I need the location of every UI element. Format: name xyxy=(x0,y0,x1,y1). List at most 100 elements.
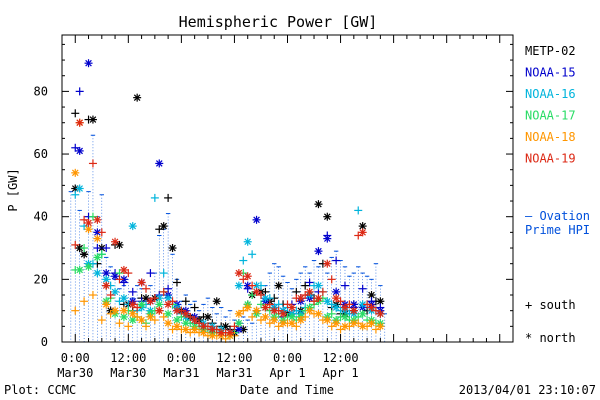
north-point xyxy=(155,306,164,315)
plot-credit: Plot: CCMC xyxy=(4,383,76,397)
north-point xyxy=(71,168,80,177)
north-point xyxy=(226,328,235,337)
north-point xyxy=(128,309,137,318)
south-point xyxy=(327,275,336,284)
x-tick-time: 0:00 xyxy=(167,351,196,365)
north-point xyxy=(208,325,217,334)
north-point xyxy=(261,303,270,312)
north-point xyxy=(323,259,332,268)
x-tick-date: Mar30 xyxy=(57,366,93,380)
y-tick-label: 0 xyxy=(41,335,48,349)
north-point xyxy=(93,215,102,224)
south-point xyxy=(155,225,164,234)
north-point xyxy=(190,316,199,325)
south-point xyxy=(88,291,97,300)
south-point xyxy=(305,278,314,287)
north-point xyxy=(137,316,146,325)
south-point xyxy=(248,291,257,300)
south-point xyxy=(150,294,159,303)
north-point xyxy=(102,281,111,290)
x-tick-time: 12:00 xyxy=(110,351,146,365)
north-point xyxy=(75,265,84,274)
north-point xyxy=(164,319,173,328)
south-point xyxy=(336,325,345,334)
north-point xyxy=(314,247,323,256)
north-point xyxy=(243,303,252,312)
south-point xyxy=(358,284,367,293)
north-point xyxy=(287,303,296,312)
north-point xyxy=(234,325,243,334)
south-point xyxy=(354,206,363,215)
x-tick-date: Apr 1 xyxy=(322,366,358,380)
north-point xyxy=(314,294,323,303)
north-point xyxy=(367,303,376,312)
south-point xyxy=(345,300,354,309)
x-tick-time: 0:00 xyxy=(61,351,90,365)
north-point xyxy=(128,300,137,309)
north-point xyxy=(93,253,102,262)
south-point xyxy=(327,300,336,309)
north-point xyxy=(358,228,367,237)
north-point xyxy=(296,294,305,303)
north-point xyxy=(119,275,128,284)
legend: METP-02 NOAA-15 NOAA-16 NOAA-17 NOAA-18 NOAA-… xyxy=(525,44,576,166)
south-point xyxy=(301,312,310,321)
north-point xyxy=(137,278,146,287)
north-point xyxy=(168,244,177,253)
north-point xyxy=(358,222,367,231)
series-noaa-15 xyxy=(71,59,385,337)
south-point xyxy=(265,300,274,309)
north-point xyxy=(279,319,288,328)
plot-frame xyxy=(61,34,514,343)
north-point xyxy=(270,316,279,325)
north-point xyxy=(340,322,349,331)
north-point xyxy=(349,319,358,328)
south-point xyxy=(71,190,80,199)
north-point xyxy=(274,281,283,290)
north-point xyxy=(84,59,93,68)
south-point xyxy=(106,309,115,318)
north-point xyxy=(128,222,137,231)
north-point xyxy=(279,309,288,318)
south-point xyxy=(371,306,380,315)
plot-timestamp: 2013/04/01 23:10:07 xyxy=(459,383,596,397)
south-point xyxy=(150,193,159,202)
south-point xyxy=(159,269,168,278)
north-point xyxy=(164,309,173,318)
south-point xyxy=(164,193,173,202)
ovation-legend-line1: — Ovation xyxy=(525,209,590,223)
north-point xyxy=(111,306,120,315)
north-point xyxy=(146,297,155,306)
south-point xyxy=(88,159,97,168)
south-point xyxy=(336,297,345,306)
south-point xyxy=(186,312,195,321)
y-axis-label: P [GW] xyxy=(6,168,20,211)
north-point xyxy=(234,269,243,278)
north-point xyxy=(252,306,261,315)
north-point xyxy=(296,316,305,325)
south-point xyxy=(150,316,159,325)
south-point xyxy=(97,228,106,237)
y-tick-label: 40 xyxy=(34,210,48,224)
north-point xyxy=(155,159,164,168)
north-point xyxy=(164,300,173,309)
north-point xyxy=(270,306,279,315)
north-point xyxy=(102,275,111,284)
north-point xyxy=(181,309,190,318)
ovation-legend-line2: Prime HPI xyxy=(525,223,590,237)
south-point xyxy=(274,322,283,331)
north-point xyxy=(137,300,146,309)
north-point xyxy=(332,303,341,312)
south-point xyxy=(248,250,257,259)
x-tick-date: Mar31 xyxy=(216,366,252,380)
south-point xyxy=(283,300,292,309)
north-point xyxy=(190,325,199,334)
north-point xyxy=(111,272,120,281)
north-point xyxy=(75,146,84,155)
south-point xyxy=(115,297,124,306)
south-point xyxy=(133,312,142,321)
south-point xyxy=(80,244,89,253)
chart-title: Hemispheric Power [GW] xyxy=(179,13,378,31)
north-point xyxy=(314,281,323,290)
